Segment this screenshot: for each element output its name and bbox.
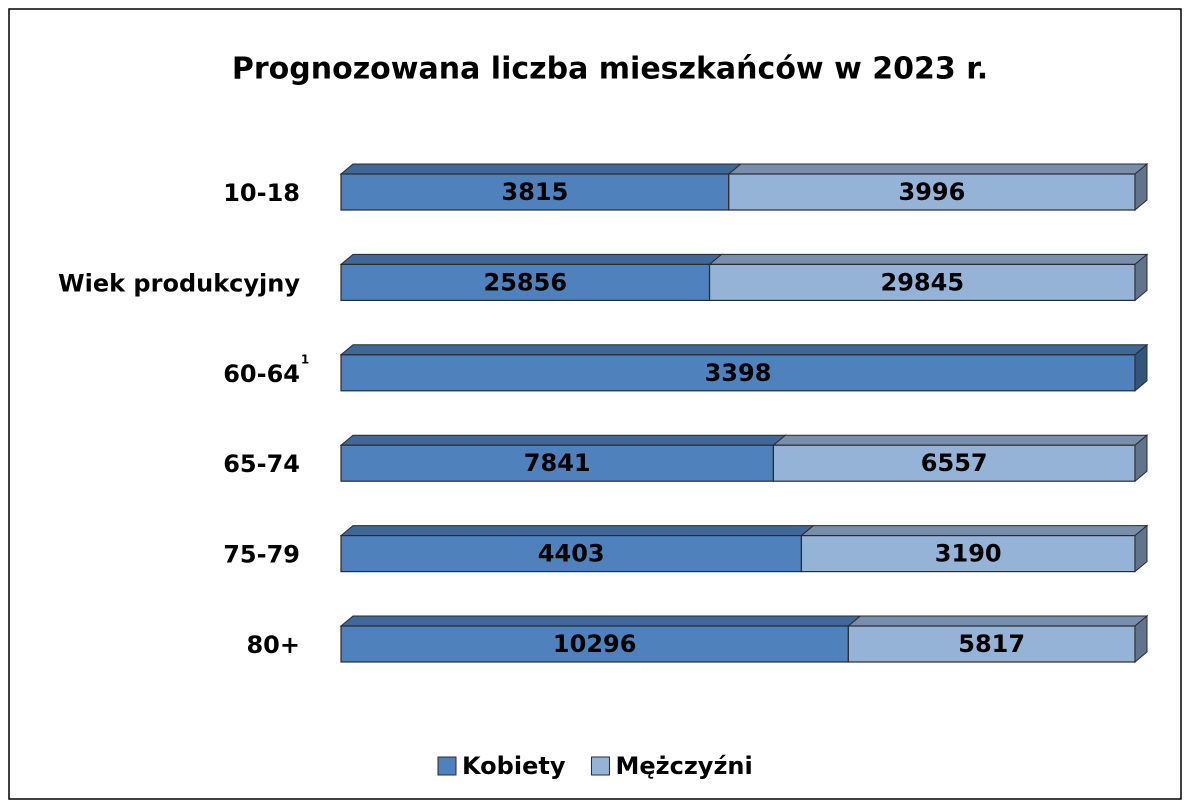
data-label: 29845 [881, 268, 965, 296]
bar [340, 263, 711, 301]
data-label: 25856 [484, 268, 568, 296]
bar-top [772, 434, 1149, 446]
bar [340, 354, 1136, 392]
data-label: 4403 [538, 540, 605, 568]
bar-top [339, 525, 815, 537]
bar [800, 534, 1136, 573]
legend-label: Kobiety [462, 752, 566, 780]
bar-top [727, 163, 1149, 175]
y-tick-label: 10-18 [223, 179, 300, 207]
bar-side [1134, 614, 1148, 664]
bar [772, 444, 1136, 482]
bar-top [800, 525, 1149, 537]
bar [340, 173, 730, 211]
bar [340, 625, 849, 663]
legend-label: Mężczyźni [615, 752, 752, 780]
bar-top [339, 434, 787, 446]
bar-top [339, 253, 723, 265]
bar-side [1134, 434, 1148, 483]
data-label: 7841 [524, 449, 591, 477]
y-tick-label: 80+ [246, 631, 300, 659]
bar [340, 444, 775, 482]
data-label: 3815 [502, 178, 569, 206]
bar-side [1134, 253, 1148, 302]
y-tick-label: Wiek produkcyjny [58, 269, 300, 297]
chart-title: Prognozowana liczba mieszkańców w 2023 r… [232, 52, 988, 87]
y-tick-label: 65-74 [223, 450, 300, 478]
y-tick-label: 60-64 [223, 360, 300, 388]
y-tick-label: 75-79 [223, 541, 300, 569]
data-label: 3996 [899, 178, 966, 206]
bar-top [708, 253, 1149, 265]
data-label: 3190 [935, 540, 1002, 568]
bar-side [1134, 343, 1148, 392]
legend-swatch [590, 756, 610, 776]
bar [708, 263, 1136, 301]
bar-top [339, 344, 1149, 356]
bar-side [1134, 524, 1148, 573]
bar-side [1134, 162, 1148, 212]
bar [728, 173, 1136, 211]
data-label: 5817 [958, 630, 1025, 658]
bar-top [846, 615, 1149, 627]
bar-top [339, 163, 743, 175]
data-label: 6557 [921, 449, 988, 477]
bar-top [339, 615, 862, 627]
chart-border [8, 8, 1182, 800]
data-label: 3398 [705, 359, 772, 387]
annotation: 1 [301, 352, 309, 366]
data-label: 10296 [553, 630, 637, 658]
bar [340, 534, 803, 573]
legend-swatch [437, 756, 457, 776]
